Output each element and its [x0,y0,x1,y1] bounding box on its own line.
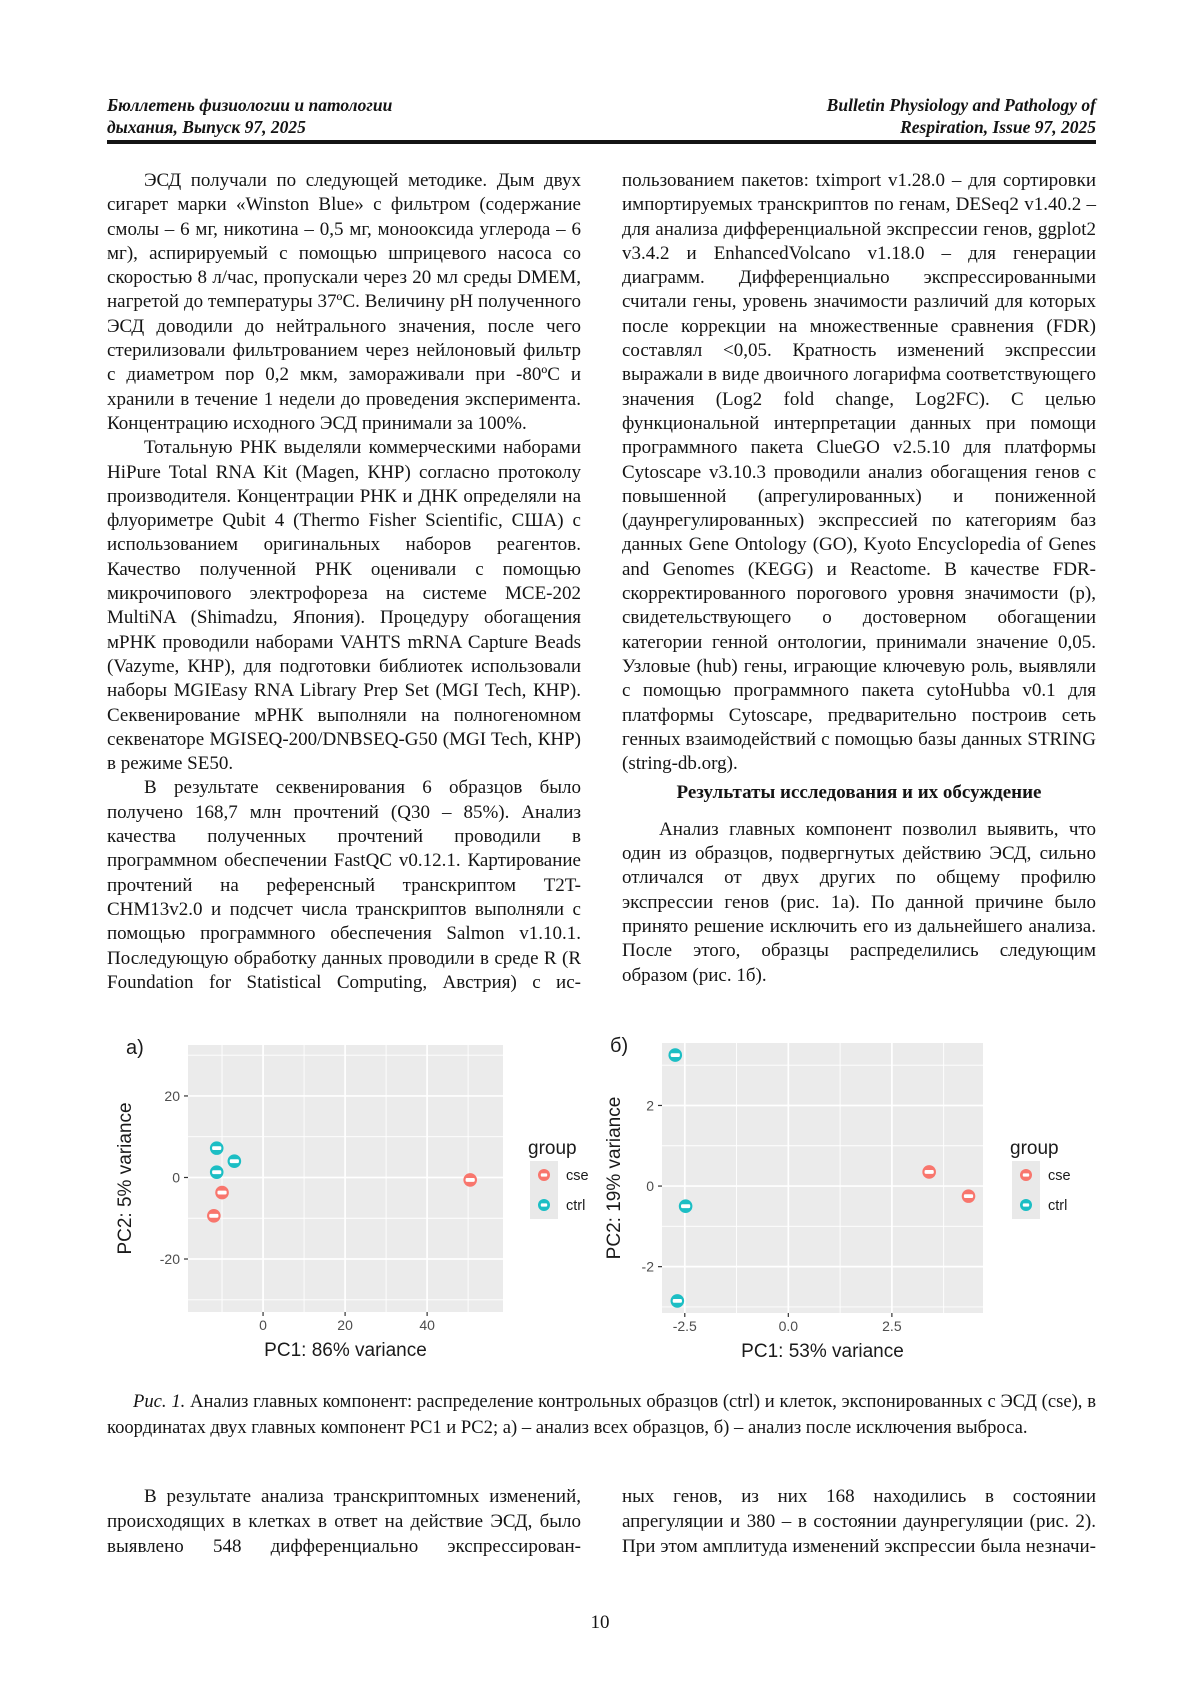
legend-key-inner-label [1022,1173,1030,1177]
y-tick-label: 0 [172,1169,180,1185]
paragraph-deg-results-right: ных генов, из них 168 находились в состо… [622,1486,1096,1557]
data-point-ctrl [227,1154,242,1168]
data-point-ctrl [668,1048,683,1062]
y-tick-label: -20 [160,1251,180,1267]
figure-caption-label: Рис. 1. [133,1391,186,1412]
x-tick-label: -2.5 [673,1318,697,1334]
data-point-ctrl [209,1141,224,1155]
paragraph-sequencing-results: В результате секвенирования 6 образцов б… [107,777,581,993]
journal-title-ru-line2: дыхания, Выпуск 97, 2025 [107,116,306,137]
header-rule [107,140,1096,144]
plot-panel [662,1043,983,1313]
data-point-ctrl [209,1165,224,1179]
journal-title-en: Bulletin Physiology and Pathology of Res… [607,95,1096,138]
panel-corner-label: а) [126,1037,144,1059]
x-tick-label: 2.5 [882,1318,902,1334]
y-tick-label: 0 [646,1178,654,1194]
data-point-cse [961,1189,976,1203]
paragraph-rna-extraction: Тотальную РНК выделяли коммерческими наб… [107,437,581,775]
legend-entry-ctrl: ctrl [1020,1198,1067,1214]
sample-label [209,1213,219,1218]
paragraph-methods-smoke: ЭСД получали по следующей методике. Дым … [107,170,581,434]
right-column: пользованием пакетов: tximport v1.28.0 –… [622,169,1096,988]
figure-caption: Рис. 1. Анализ главных компонент: распре… [107,1389,1096,1440]
legend-entry-cse: cse [1020,1168,1071,1184]
sample-label [681,1204,691,1209]
panel-corner-label: б) [610,1035,628,1057]
legend-title: group [1010,1138,1059,1159]
y-tick-label: 20 [164,1088,180,1104]
journal-title-ru: Бюллетень физиологии и патологии дыхания… [107,95,392,138]
sample-label [229,1159,239,1164]
legend-label: ctrl [566,1198,585,1214]
legend-title: group [528,1138,577,1159]
section-heading: Результаты исследования и их обсуждение [676,782,1042,804]
legend-key-inner-label [540,1173,548,1177]
sample-label [465,1178,475,1182]
bottom-right-column: ных генов, из них 168 находились в состо… [622,1484,1096,1559]
data-point-cse [922,1165,936,1179]
page-number: 10 [590,1612,610,1633]
sample-label [670,1053,680,1057]
legend-entry-ctrl: ctrl [538,1198,585,1214]
x-tick-label: 20 [337,1317,353,1333]
data-point-ctrl [670,1294,685,1308]
sample-label [212,1146,222,1151]
journal-title-ru-line1: Бюллетень физиологии и патологии [107,95,393,115]
figure-caption-text: Анализ главных компонент: распределение … [107,1391,1096,1438]
y-tick-label: 2 [646,1097,654,1113]
legend-entry-cse: cse [538,1168,589,1184]
paragraph-software-packages: пользованием пакетов: tximport v1.28.0 –… [622,170,1096,775]
data-point-cse [207,1208,221,1223]
sample-label [963,1194,974,1199]
bottom-left-column: В результате анализа транскриптомных изм… [107,1484,581,1559]
data-point-cse [215,1185,229,1200]
legend-key-inner-label [540,1203,548,1207]
data-point-cse [463,1173,477,1187]
y-tick-label: -2 [642,1259,655,1275]
paragraph-deg-results-left: В результате анализа транскриптомных изм… [107,1486,581,1557]
x-tick-label: 0.0 [779,1318,799,1334]
sample-label [212,1170,222,1175]
left-column: ЭСД получали по следующей методике. Дым … [107,169,581,995]
journal-title-en-line2: Respiration, Issue 97, 2025 [900,116,1096,137]
y-axis-title: PC2: 19% variance [604,1097,625,1260]
legend-key-inner-label [1022,1203,1030,1207]
paragraph-pca-results: Анализ главных компонент позволил выявит… [622,818,1096,986]
y-axis-title: PC2: 5% variance [115,1102,136,1254]
sample-label [924,1170,934,1174]
x-tick-label: 0 [259,1317,267,1333]
pca-chart-b: б) -2.5 0.0 2.5 -2 0 2 PC1: 53% variance PC2: 19… [604,1035,1071,1362]
legend-label: ctrl [1048,1198,1067,1214]
legend-label: cse [566,1168,589,1184]
x-tick-label: 40 [419,1317,435,1333]
data-point-ctrl [678,1199,693,1214]
journal-title-en-line1: Bulletin Physiology and Pathology of [826,95,1096,115]
sample-label [672,1299,682,1303]
sample-label [217,1190,227,1195]
x-axis-title: PC1: 86% variance [264,1340,427,1361]
legend-label: cse [1048,1168,1071,1184]
pca-chart-a: а) 0 20 40 -20 0 20 PC1: 86% variance PC2: 5% va… [115,1037,589,1361]
x-axis-title: PC1: 53% variance [741,1341,904,1362]
